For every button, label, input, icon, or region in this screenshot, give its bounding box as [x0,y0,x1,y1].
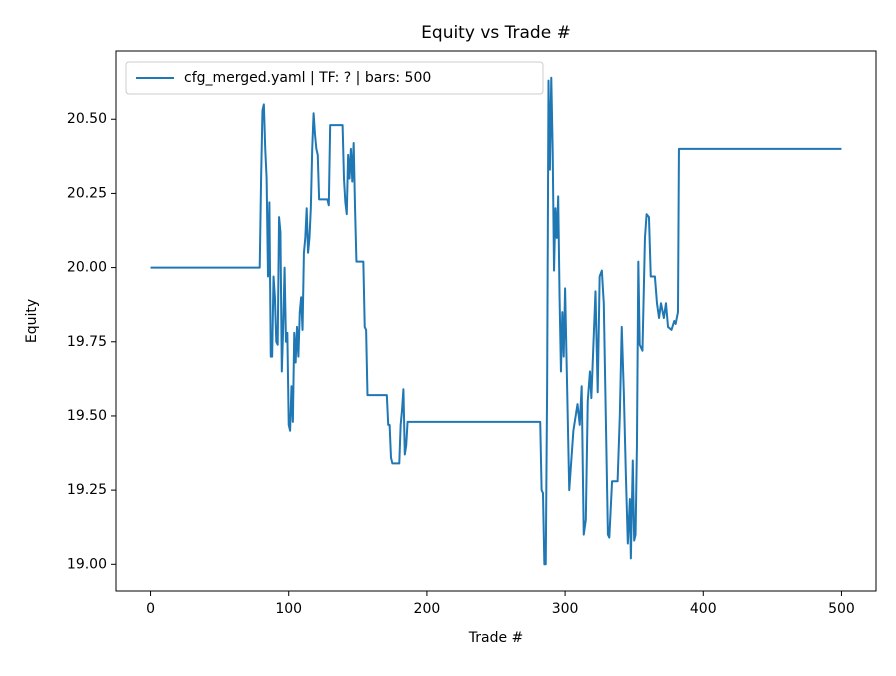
x-tick-label: 300 [552,601,579,617]
x-tick-label: 400 [690,601,717,617]
legend-label: cfg_merged.yaml | TF: ? | bars: 500 [184,70,431,86]
y-tick-label: 19.75 [67,334,107,350]
series-line [150,76,842,566]
y-tick-label: 20.00 [67,260,107,276]
y-tick-label: 19.50 [67,408,107,424]
y-tick-label: 20.50 [67,111,107,127]
y-tick-label: 20.25 [67,185,107,201]
y-tick-label: 19.25 [67,482,107,498]
plot-frame [115,50,877,592]
y-tick-label: 19.00 [67,556,107,572]
x-tick-label: 500 [828,601,855,617]
legend-box [125,61,544,95]
x-tick-label: 200 [414,601,441,617]
chart-title: Equity vs Trade # [421,23,571,43]
x-tick-label: 100 [275,601,302,617]
y-axis-label: Equity [24,299,40,343]
x-axis-label: Trade # [468,630,524,646]
x-tick-label: 0 [146,601,155,617]
